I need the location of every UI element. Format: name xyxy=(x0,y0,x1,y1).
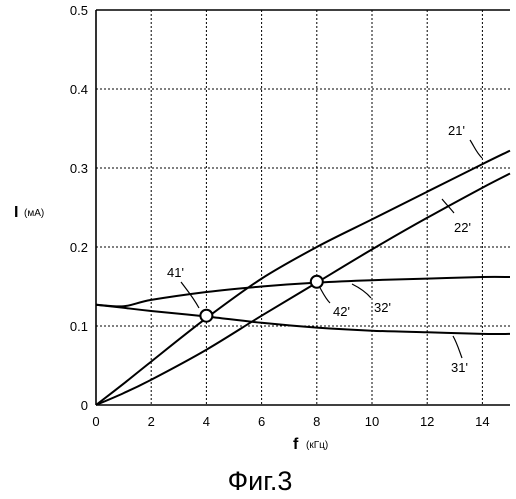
series-label: 32' xyxy=(374,300,391,315)
x-tick-label: 6 xyxy=(258,414,265,429)
x-tick-label: 12 xyxy=(420,414,434,429)
intersection-marker-0 xyxy=(200,310,212,322)
annotation-labels: 21' 22' 31' 32' 41' 42' xyxy=(167,123,471,375)
annotation-leaders xyxy=(181,140,482,358)
leader-line-series-0 xyxy=(470,140,482,158)
leader-line-marker-1 xyxy=(319,286,330,303)
y-tick-labels: 0 0.1 0.2 0.3 0.4 0.5 xyxy=(70,3,88,413)
x-tick-label: 4 xyxy=(203,414,210,429)
x-tick-label: 8 xyxy=(313,414,320,429)
y-tick-label: 0.4 xyxy=(70,82,88,97)
series-lines xyxy=(96,151,510,405)
y-tick-label: 0.2 xyxy=(70,240,88,255)
x-tick-label: 0 xyxy=(92,414,99,429)
series-label: 31' xyxy=(451,360,468,375)
series-line-1 xyxy=(96,174,510,406)
marker-label: 42' xyxy=(333,304,350,319)
y-tick-label: 0 xyxy=(81,398,88,413)
leader-line-series-1 xyxy=(442,199,454,213)
x-tick-label: 14 xyxy=(475,414,489,429)
x-tick-label: 2 xyxy=(148,414,155,429)
leader-line-series-2 xyxy=(453,336,462,358)
marker-label: 41' xyxy=(167,265,184,280)
y-axis-symbol: I xyxy=(14,204,18,221)
x-axis-unit: (кГц) xyxy=(306,440,328,451)
figure-caption: Фиг.3 xyxy=(228,466,293,496)
x-tick-label: 10 xyxy=(365,414,379,429)
y-tick-label: 0.1 xyxy=(70,319,88,334)
y-tick-label: 0.3 xyxy=(70,161,88,176)
intersection-marker-1 xyxy=(311,276,323,288)
y-axis-unit: (мА) xyxy=(24,208,44,219)
series-line-2 xyxy=(96,305,510,334)
x-axis-symbol: f xyxy=(293,436,299,453)
series-label: 22' xyxy=(454,220,471,235)
series-label: 21' xyxy=(448,123,465,138)
leader-line-series-3 xyxy=(352,284,371,298)
y-tick-label: 0.5 xyxy=(70,3,88,18)
x-tick-labels: 0 2 4 6 8 10 12 14 xyxy=(92,414,489,429)
